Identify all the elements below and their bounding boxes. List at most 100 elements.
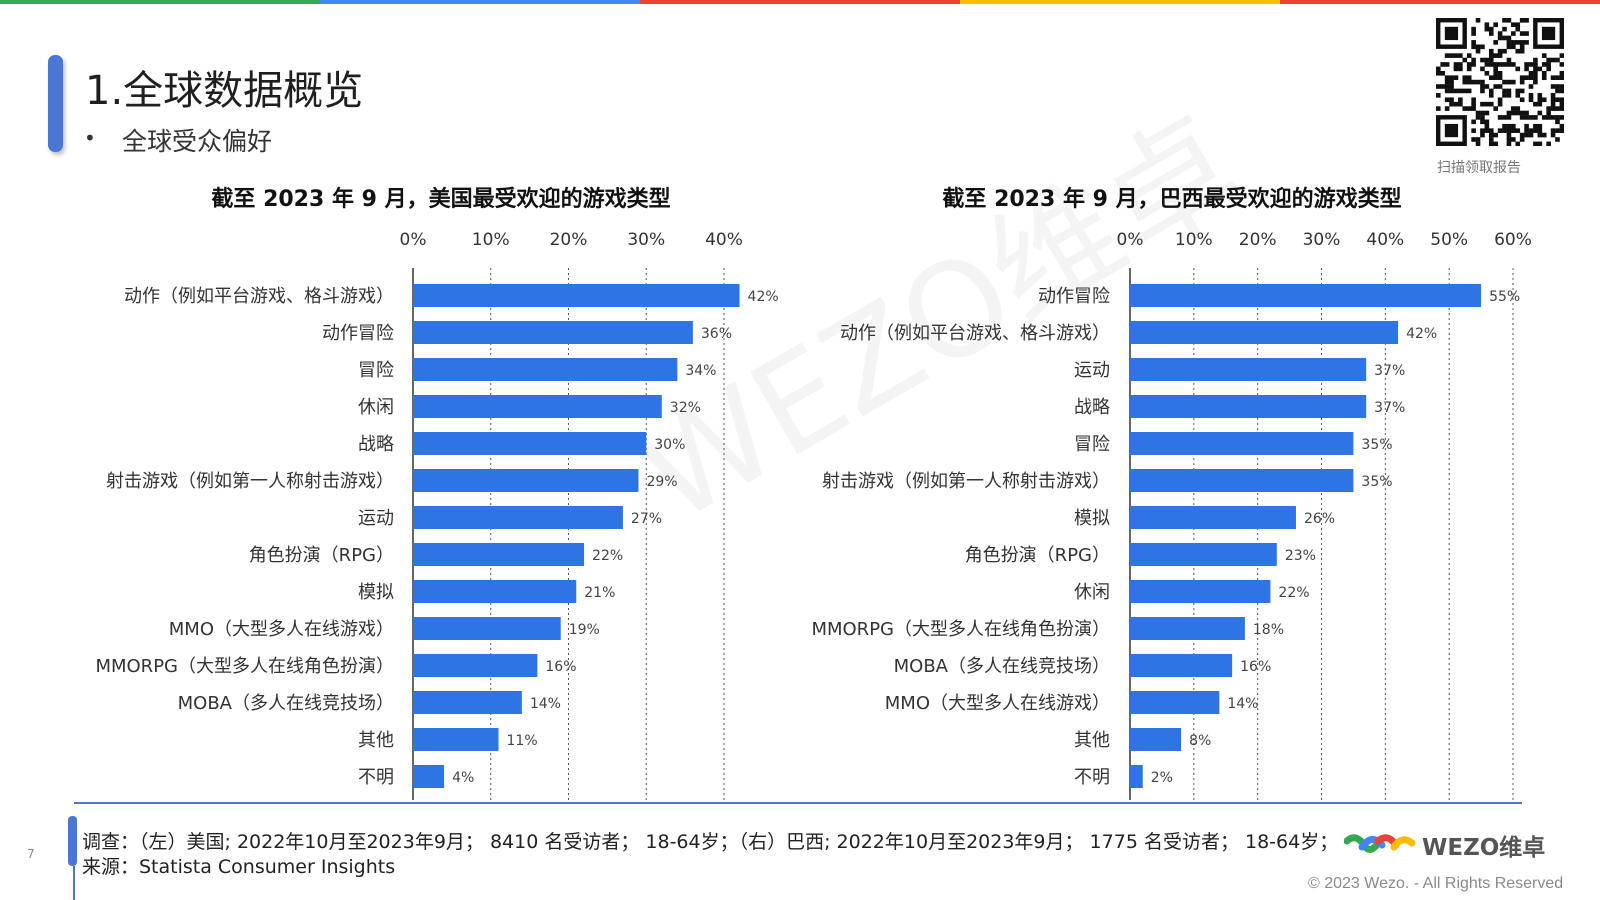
bar xyxy=(413,543,585,566)
category-label: MOBA（多人在线竞技场） xyxy=(178,693,394,714)
value-label: 4% xyxy=(452,770,474,786)
bar xyxy=(413,691,522,714)
category-label: 不明 xyxy=(358,767,394,788)
bar xyxy=(1130,469,1354,492)
category-label: 运动 xyxy=(1074,360,1110,381)
value-label: 22% xyxy=(1278,585,1309,601)
brand-name: WEZO维卓 xyxy=(1422,835,1546,861)
category-label: MMO（大型多人在线游戏） xyxy=(885,693,1110,714)
copyright: © 2023 Wezo. - All Rights Reserved xyxy=(1308,875,1564,892)
top-stripe-segment xyxy=(1280,0,1600,4)
bar xyxy=(1130,728,1182,751)
value-label: 32% xyxy=(670,400,701,416)
bar xyxy=(413,617,561,640)
category-label: 其他 xyxy=(358,730,394,751)
x-tick-label: 0% xyxy=(1117,230,1144,250)
value-label: 18% xyxy=(1253,622,1284,638)
bar xyxy=(413,469,639,492)
category-label: 模拟 xyxy=(1074,508,1110,529)
value-label: 26% xyxy=(1304,511,1335,527)
chart-title: 截至 2023 年 9 月，美国最受欢迎的游戏类型 xyxy=(211,186,670,212)
x-tick-label: 40% xyxy=(1366,230,1404,250)
value-label: 42% xyxy=(748,289,779,305)
category-label: 射击游戏（例如第一人称射击游戏） xyxy=(106,471,394,492)
category-label: 动作冒险 xyxy=(322,323,394,344)
x-tick-label: 40% xyxy=(705,230,743,250)
value-label: 21% xyxy=(584,585,615,601)
bar xyxy=(1130,765,1143,788)
category-label: MMORPG（大型多人在线角色扮演） xyxy=(811,619,1110,640)
footer-accent-bar xyxy=(68,816,77,866)
top-stripe-segment xyxy=(320,0,640,4)
bar xyxy=(1130,321,1399,344)
category-label: 角色扮演（RPG） xyxy=(249,545,394,566)
bar xyxy=(1130,580,1271,603)
bar xyxy=(413,321,693,344)
value-label: 16% xyxy=(545,659,576,675)
bar xyxy=(1130,691,1220,714)
chart-title: 截至 2023 年 9 月，巴西最受欢迎的游戏类型 xyxy=(942,186,1401,212)
bar xyxy=(413,654,538,677)
category-label: MMO（大型多人在线游戏） xyxy=(169,619,394,640)
top-stripe-segment xyxy=(640,0,960,4)
value-label: 29% xyxy=(646,474,677,490)
category-label: 冒险 xyxy=(1074,434,1110,455)
bar xyxy=(1130,654,1233,677)
bar xyxy=(413,358,678,381)
bar xyxy=(1130,617,1245,640)
top-stripe-segment xyxy=(960,0,1280,4)
title-accent-bar xyxy=(48,55,63,152)
slide-title: 1.全球数据概览 xyxy=(85,68,364,114)
category-label: 动作（例如平台游戏、格斗游戏） xyxy=(124,286,394,307)
bar xyxy=(413,432,647,455)
value-label: 37% xyxy=(1374,400,1405,416)
bar xyxy=(413,765,445,788)
footer-survey-note: 调查：（左）美国; 2022年10月至2023年9月； 8410 名受访者； 1… xyxy=(82,831,1339,853)
bar xyxy=(413,506,623,529)
value-label: 35% xyxy=(1361,437,1392,453)
x-tick-label: 60% xyxy=(1494,230,1532,250)
value-label: 19% xyxy=(569,622,600,638)
category-label: MMORPG（大型多人在线角色扮演） xyxy=(95,656,394,677)
category-label: 其他 xyxy=(1074,730,1110,751)
value-label: 14% xyxy=(530,696,561,712)
bar xyxy=(1130,358,1367,381)
wezo-logo-icon xyxy=(1344,834,1416,853)
category-label: 动作（例如平台游戏、格斗游戏） xyxy=(840,323,1110,344)
qr-code-image[interactable] xyxy=(1436,18,1564,146)
category-label: 模拟 xyxy=(358,582,394,603)
bar xyxy=(1130,506,1296,529)
value-label: 55% xyxy=(1489,289,1520,305)
x-tick-label: 30% xyxy=(627,230,665,250)
footer-accent-line xyxy=(73,866,75,900)
bar xyxy=(413,728,499,751)
bar xyxy=(1130,432,1354,455)
top-color-stripe xyxy=(0,0,1600,4)
value-label: 23% xyxy=(1285,548,1316,564)
value-label: 36% xyxy=(701,326,732,342)
top-stripe-segment xyxy=(0,0,320,4)
category-label: 动作冒险 xyxy=(1038,286,1110,307)
value-label: 16% xyxy=(1240,659,1271,675)
page-number: 7 xyxy=(27,847,35,861)
value-label: 35% xyxy=(1361,474,1392,490)
value-label: 42% xyxy=(1406,326,1437,342)
category-label: 战略 xyxy=(1074,397,1110,418)
category-label: 射击游戏（例如第一人称射击游戏） xyxy=(822,471,1110,492)
x-tick-label: 50% xyxy=(1430,230,1468,250)
bar xyxy=(1130,284,1482,307)
x-tick-label: 10% xyxy=(1175,230,1213,250)
x-tick-label: 0% xyxy=(400,230,427,250)
category-label: 冒险 xyxy=(358,360,394,381)
bullet-dot: • xyxy=(84,126,96,150)
category-label: 战略 xyxy=(358,434,394,455)
slide-subtitle: 全球受众偏好 xyxy=(122,127,273,156)
charts-canvas: 截至 2023 年 9 月，美国最受欢迎的游戏类型 0% 10% 20% 30% 40% 动… xyxy=(95,186,1532,800)
bar xyxy=(1130,395,1367,418)
category-label: 运动 xyxy=(358,508,394,529)
x-tick-label: 30% xyxy=(1303,230,1341,250)
bar xyxy=(413,284,740,307)
qr-caption: 扫描领取报告 xyxy=(1437,160,1521,176)
category-label: 休闲 xyxy=(358,397,394,418)
category-label: 休闲 xyxy=(1074,582,1110,603)
